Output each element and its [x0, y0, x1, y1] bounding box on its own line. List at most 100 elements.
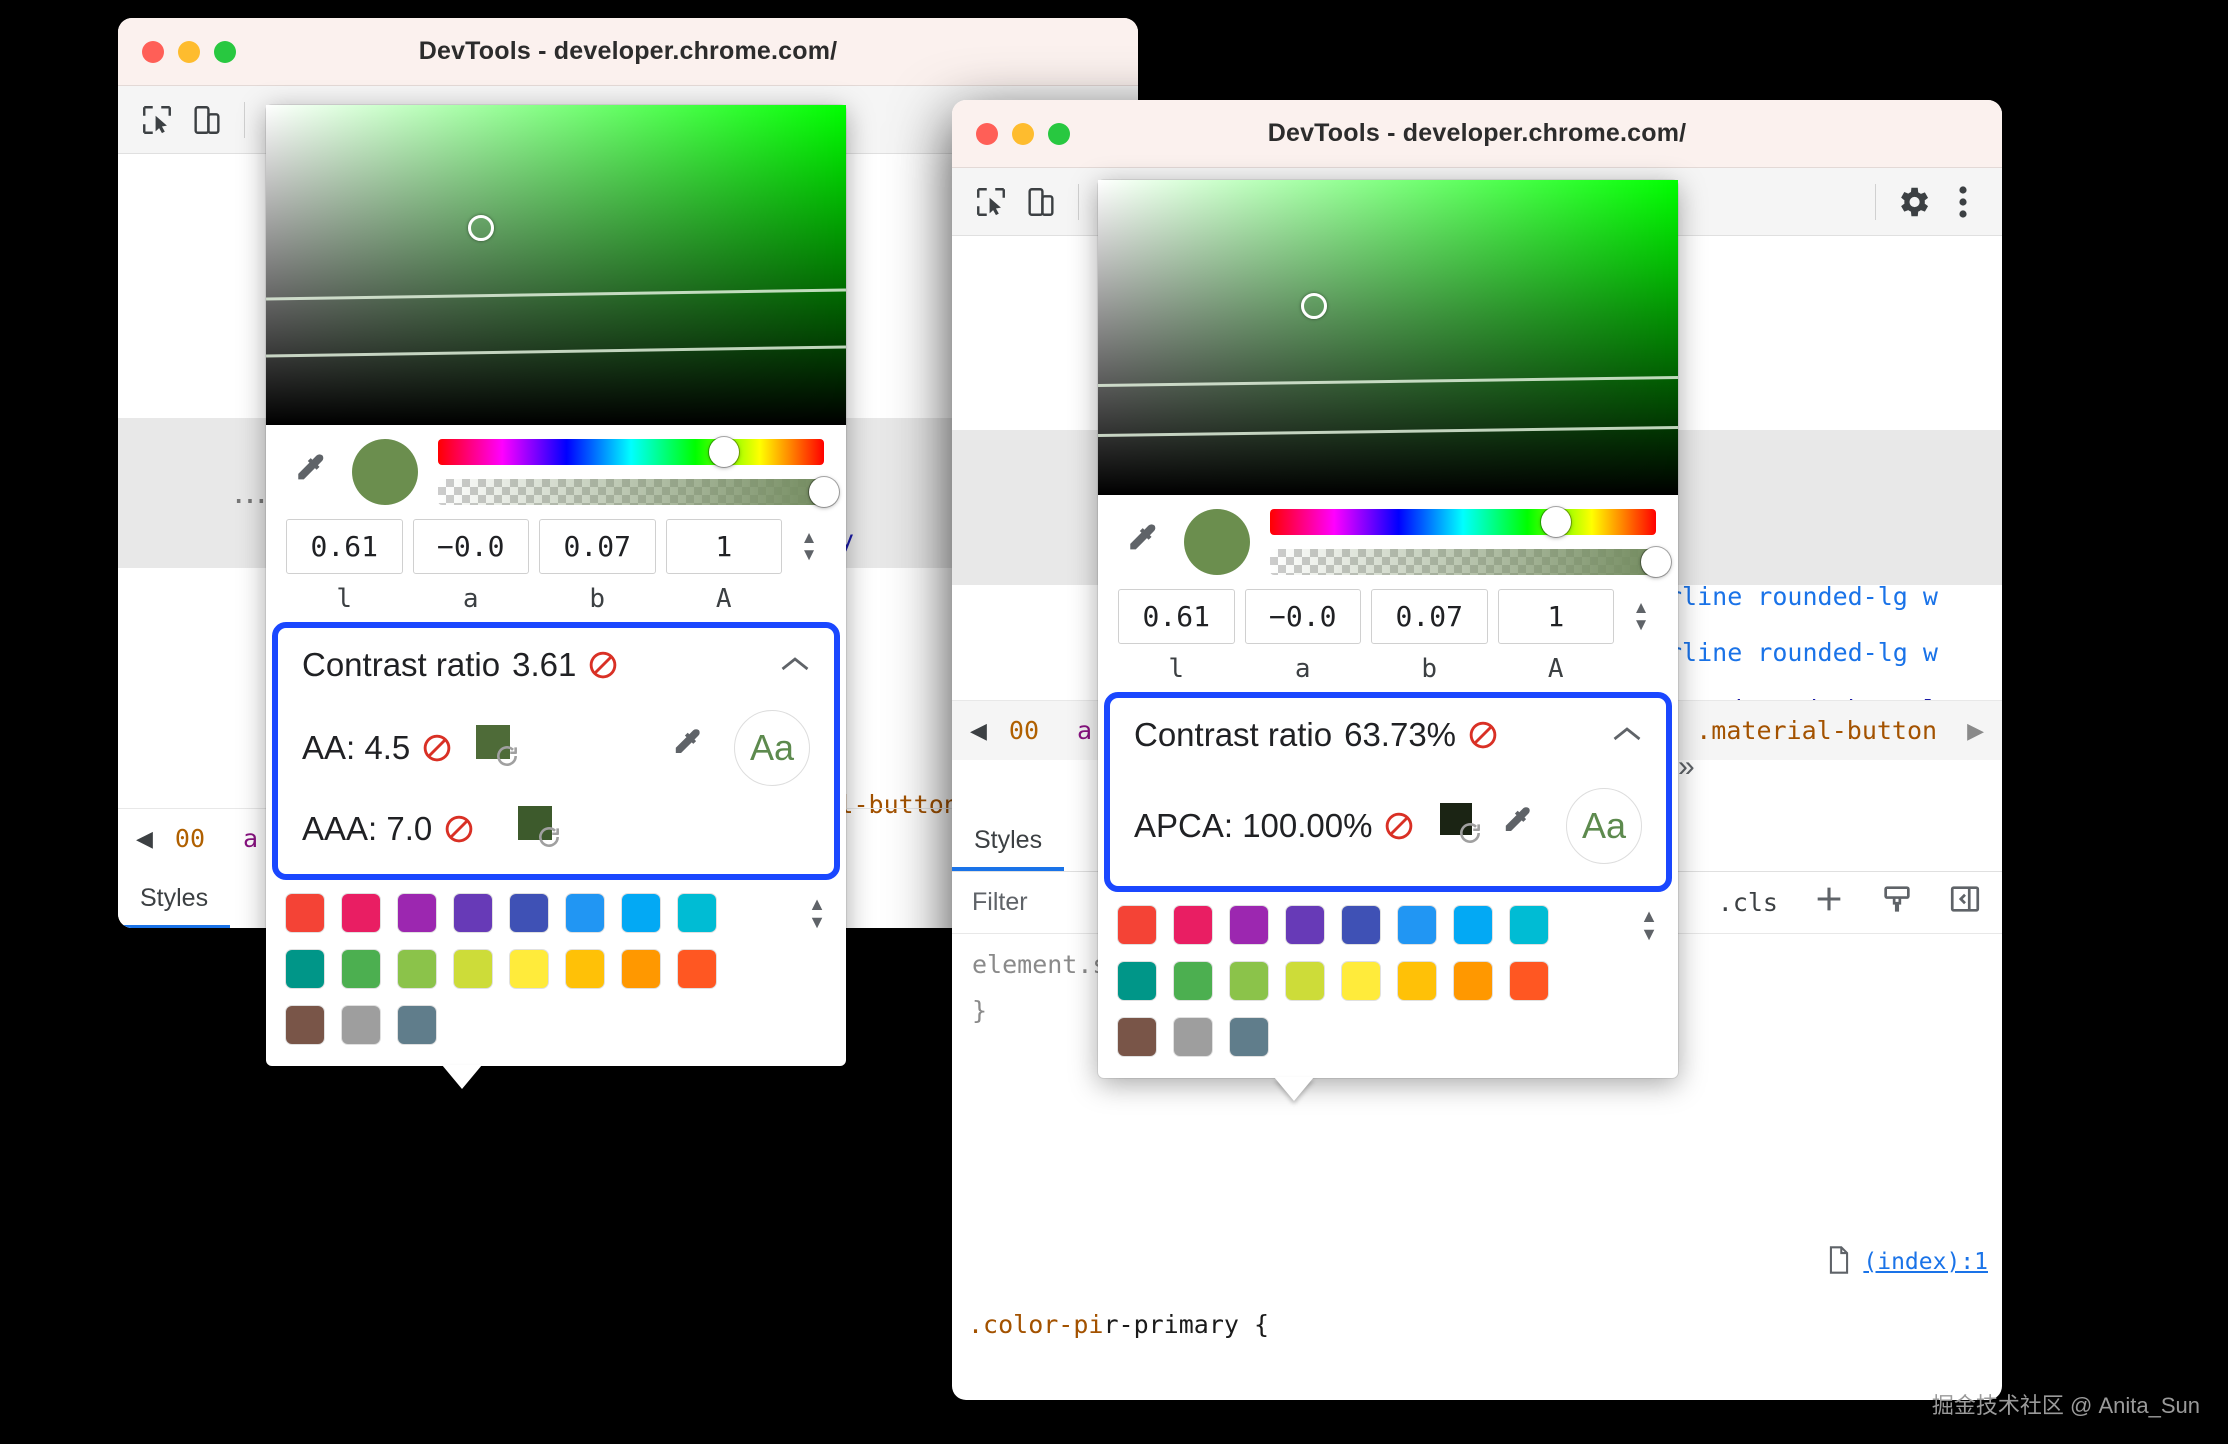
toggle-sidebar-icon[interactable] — [1948, 882, 1982, 923]
palette-swatch[interactable] — [1118, 962, 1156, 1000]
source-link[interactable]: (index):1 — [1863, 1249, 1988, 1275]
color-controls-right[interactable] — [1098, 495, 1678, 581]
alpha-input[interactable]: 1 — [1497, 589, 1614, 644]
alpha-slider-knob[interactable] — [809, 477, 839, 507]
palette-row[interactable]: ▲ ▼ — [286, 894, 826, 932]
palette-row[interactable] — [286, 950, 826, 988]
eyedropper-icon[interactable] — [1120, 520, 1164, 564]
contrast-ratio-panel-right[interactable]: Contrast ratio 63.73% APCA: 100.00% — [1104, 692, 1672, 892]
material-button-selector[interactable]: .material-button — [1696, 716, 1938, 745]
stepper-up-icon[interactable]: ▲ — [1632, 598, 1650, 617]
contrast-ratio-panel-left[interactable]: Contrast ratio 3.61 AA: 4.5 — [272, 622, 840, 880]
close-button[interactable] — [976, 122, 998, 145]
palette-swatch[interactable] — [454, 894, 492, 932]
filter-input[interactable]: Filter — [972, 888, 1028, 916]
traffic-lights-left[interactable] — [118, 40, 236, 63]
color-field-b[interactable]: 0.07 b — [539, 519, 656, 614]
palette-swatch[interactable] — [398, 1006, 436, 1044]
palette-swatch[interactable] — [622, 894, 660, 932]
color-value-inputs-right[interactable]: 0.61 l −0.0 a 0.07 b 1 A ▲ ▼ — [1098, 581, 1678, 688]
alpha-slider[interactable] — [1270, 547, 1671, 577]
alpha-slider-knob[interactable] — [1641, 547, 1671, 577]
color-controls-left[interactable] — [266, 425, 846, 511]
minimize-button[interactable] — [1012, 122, 1034, 145]
hue-slider[interactable] — [438, 437, 824, 467]
palette-swatch[interactable] — [1230, 1018, 1268, 1056]
gear-icon[interactable] — [1890, 179, 1936, 225]
color-field-l[interactable]: 0.61 l — [286, 519, 403, 614]
l-input[interactable]: 0.61 — [1118, 589, 1235, 644]
inspect-element-icon[interactable] — [968, 179, 1014, 225]
palette-row[interactable] — [1118, 1018, 1658, 1056]
palette-swatch[interactable] — [398, 894, 436, 932]
palette-swatch[interactable] — [510, 950, 548, 988]
minimize-button[interactable] — [178, 40, 200, 63]
maximize-button[interactable] — [214, 40, 236, 63]
color-field-l[interactable]: 0.61 l — [1118, 589, 1235, 684]
palette-swatch[interactable] — [1454, 906, 1492, 944]
alpha-slider[interactable] — [438, 477, 839, 507]
palette-swatch[interactable] — [1342, 962, 1380, 1000]
color-value-inputs-left[interactable]: 0.61 l −0.0 a 0.07 b 1 A ▲ ▼ — [266, 511, 846, 618]
palette-swatch[interactable] — [1174, 906, 1212, 944]
color-palette-right[interactable]: ▲ ▼ — [1098, 892, 1678, 1078]
palette-swatch[interactable] — [1286, 906, 1324, 944]
stepper-up-icon[interactable]: ▲ — [808, 894, 826, 914]
palette-swatch[interactable] — [566, 950, 604, 988]
chevron-up-icon[interactable] — [1612, 720, 1642, 750]
palette-swatch[interactable] — [454, 950, 492, 988]
palette-swatch[interactable] — [286, 950, 324, 988]
tab-styles[interactable]: Styles — [118, 884, 231, 928]
hue-slider[interactable] — [1270, 507, 1656, 537]
a-input[interactable]: −0.0 — [412, 519, 529, 574]
stepper-down-icon[interactable]: ▼ — [808, 912, 826, 932]
stepper-down-icon[interactable]: ▼ — [1640, 924, 1658, 944]
aa-preview-badge[interactable]: Aa — [734, 710, 810, 786]
palette-swatch[interactable] — [286, 894, 324, 932]
palette-swatch[interactable] — [1510, 962, 1548, 1000]
a-input[interactable]: −0.0 — [1244, 589, 1361, 644]
color-palette-left[interactable]: ▲ ▼ — [266, 880, 846, 1066]
palette-swatch[interactable] — [678, 950, 716, 988]
eyedropper-icon[interactable] — [1496, 803, 1538, 850]
spectrum-handle[interactable] — [468, 215, 494, 241]
styles-overflow-chevron-icon[interactable]: » — [1678, 750, 1695, 783]
paint-brush-icon[interactable] — [1880, 882, 1914, 923]
chevron-up-icon[interactable] — [780, 650, 810, 680]
stepper-down-icon[interactable]: ▼ — [1632, 615, 1650, 634]
palette-swatch[interactable] — [510, 894, 548, 932]
palette-swatch[interactable] — [342, 950, 380, 988]
b-input[interactable]: 0.07 — [1371, 589, 1488, 644]
traffic-lights-right[interactable] — [952, 122, 1070, 145]
add-rule-icon[interactable] — [1812, 882, 1846, 923]
palette-swatch[interactable] — [1454, 962, 1492, 1000]
palette-swatch[interactable] — [1342, 906, 1380, 944]
palette-swatch[interactable] — [1174, 962, 1212, 1000]
color-format-stepper[interactable]: ▲ ▼ — [1624, 589, 1658, 634]
palette-row[interactable] — [1118, 962, 1658, 1000]
suggested-color-fix-icon[interactable] — [518, 806, 564, 852]
device-toolbar-icon[interactable] — [184, 97, 230, 143]
palette-swatch[interactable] — [342, 894, 380, 932]
color-spectrum-right[interactable] — [1098, 180, 1678, 495]
color-field-b[interactable]: 0.07 b — [1371, 589, 1488, 684]
stepper-up-icon[interactable]: ▲ — [1640, 906, 1658, 926]
more-options-icon[interactable] — [1940, 179, 1986, 225]
palette-stepper[interactable]: ▲ ▼ — [808, 894, 826, 932]
device-toolbar-icon[interactable] — [1018, 179, 1064, 225]
palette-swatch[interactable] — [1118, 1018, 1156, 1056]
palette-row[interactable] — [286, 1006, 826, 1044]
css-selector[interactable]: .color-pi — [968, 1310, 1104, 1339]
palette-swatch[interactable] — [1398, 962, 1436, 1000]
l-input[interactable]: 0.61 — [286, 519, 403, 574]
color-field-alpha[interactable]: 1 A — [1497, 589, 1614, 684]
aa-preview-badge[interactable]: Aa — [1566, 788, 1642, 864]
palette-swatch[interactable] — [622, 950, 660, 988]
palette-swatch[interactable] — [1286, 962, 1324, 1000]
color-field-alpha[interactable]: 1 A — [665, 519, 782, 614]
eyedropper-icon[interactable] — [666, 725, 708, 772]
hue-slider-knob[interactable] — [1540, 507, 1571, 537]
palette-swatch[interactable] — [1398, 906, 1436, 944]
palette-swatch[interactable] — [566, 894, 604, 932]
b-input[interactable]: 0.07 — [539, 519, 656, 574]
